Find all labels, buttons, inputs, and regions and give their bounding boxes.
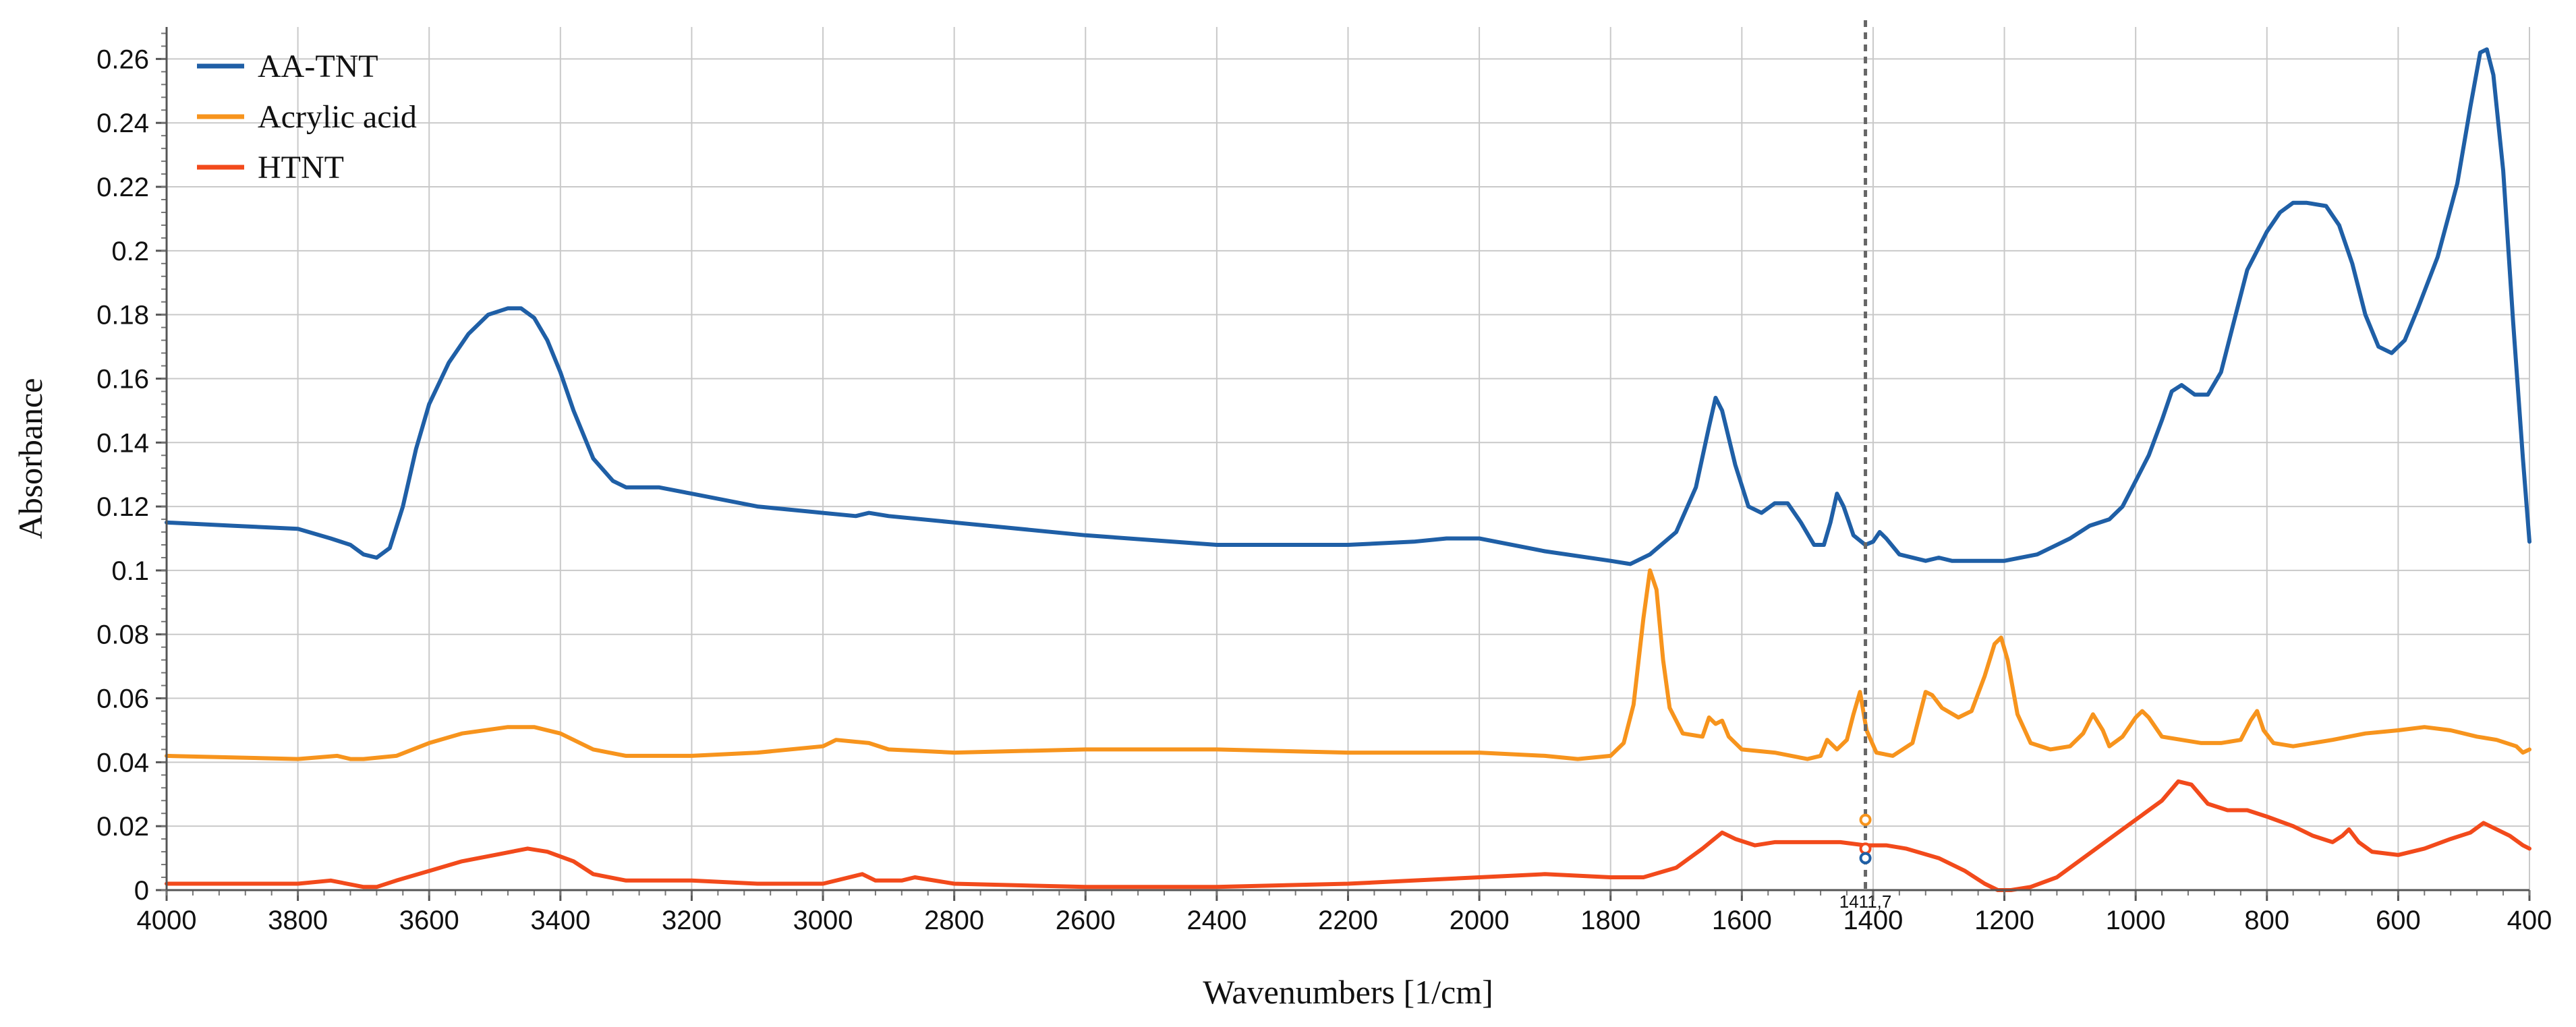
x-tick-label: 600 xyxy=(2376,906,2421,935)
legend: AA-TNT Acrylic acid HTNT xyxy=(197,49,417,185)
y-tick-labels: 0 0.02 0.04 0.06 0.08 0.1 0.12 0.14 0.16 0.18 0.2 0… xyxy=(96,45,149,906)
y-tick-label: 0.1 xyxy=(111,556,149,586)
x-tick-label: 3000 xyxy=(793,906,853,935)
x-tick-label: 1000 xyxy=(2106,906,2166,935)
x-tick-labels: 4000 3800 3600 3400 3200 3000 2800 2600 2400 2200… xyxy=(137,906,2552,935)
y-tick-label: 0.22 xyxy=(96,173,149,202)
y-tick-label: 0.06 xyxy=(96,684,149,714)
y-tick-label: 0.18 xyxy=(96,301,149,330)
y-tick-label: 0.08 xyxy=(96,620,149,650)
series-line-aa-tnt xyxy=(165,47,2531,566)
y-tick-label: 0.24 xyxy=(96,109,149,138)
x-tick-label: 2600 xyxy=(1056,906,1116,935)
x-tick-label: 2400 xyxy=(1186,906,1247,935)
x-tick-label: 3400 xyxy=(530,906,590,935)
x-tick-label: 3200 xyxy=(662,906,722,935)
y-tick-label: 0.12 xyxy=(96,492,149,522)
x-axis-title: Wavenumbers [1/cm] xyxy=(1203,973,1493,1011)
y-tick-label: 0.02 xyxy=(96,812,149,842)
x-tick-label: 3600 xyxy=(399,906,459,935)
legend-label-acrylic-acid: Acrylic acid xyxy=(258,99,417,135)
y-tick-label: 0.26 xyxy=(96,45,149,74)
cursor-value-label: 1411,7 xyxy=(1839,891,1892,912)
series-lines xyxy=(165,47,2531,892)
y-tick-label: 0.16 xyxy=(96,364,149,394)
x-tick-label: 1800 xyxy=(1580,906,1640,935)
cursor-point-marker xyxy=(1859,842,1872,855)
x-tick-label: 2800 xyxy=(924,906,984,935)
x-tick-label: 1200 xyxy=(1974,906,2034,935)
x-tick-label: 400 xyxy=(2507,906,2552,935)
x-tick-label: 2000 xyxy=(1450,906,1510,935)
cursor-marker[interactable]: 1411,7 xyxy=(1839,20,1892,912)
axes xyxy=(156,27,2531,901)
cursor-point-marker xyxy=(1859,813,1872,826)
series-line-acrylic-acid xyxy=(165,568,2531,761)
legend-label-aa-tnt: AA-TNT xyxy=(258,49,378,84)
x-tick-label: 800 xyxy=(2244,906,2289,935)
y-axis-title: Absorbance xyxy=(11,378,49,539)
y-tick-label: 0.14 xyxy=(96,428,149,458)
y-tick-label: 0 xyxy=(134,876,149,906)
y-tick-label: 0.2 xyxy=(111,237,149,266)
y-tick-label: 0.04 xyxy=(96,748,149,777)
series-line-htnt xyxy=(165,779,2531,892)
x-tick-label: 1400 xyxy=(1843,906,1903,935)
x-tick-label: 3800 xyxy=(268,906,328,935)
legend-label-htnt: HTNT xyxy=(258,150,344,185)
x-tick-label: 1600 xyxy=(1712,906,1772,935)
x-tick-label: 4000 xyxy=(137,906,197,935)
cursor-point-marker xyxy=(1859,852,1872,864)
x-tick-label: 2200 xyxy=(1318,906,1378,935)
